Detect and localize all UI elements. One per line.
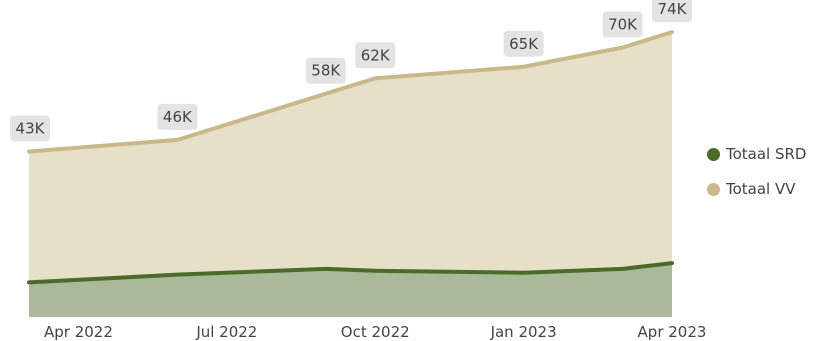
line-totaal-vv: [27, 30, 674, 154]
data-label: 70K: [608, 16, 638, 34]
data-label: 65K: [509, 35, 539, 53]
data-label-box: [503, 30, 544, 57]
x-tick-label: Apr 2023: [638, 323, 707, 341]
data-label-box: [652, 0, 692, 23]
line-totaal-srd: [27, 261, 674, 285]
data-label-box: [355, 42, 396, 69]
legend-label-totaal-srd: Totaal SRD: [726, 145, 807, 163]
x-tick-label: Jan 2023: [490, 323, 557, 341]
legend-item-totaal-srd[interactable]: Totaal SRD: [707, 145, 807, 163]
data-label-box: [602, 11, 643, 38]
x-tick-label: Apr 2022: [44, 323, 113, 341]
data-label: 62K: [361, 46, 391, 64]
data-label-box: [305, 57, 346, 84]
area-totaal-srd: [29, 263, 672, 317]
data-label-box: [10, 115, 50, 142]
x-tick-label: Jul 2022: [195, 323, 257, 341]
legend-marker-totaal-srd: [707, 147, 720, 161]
data-label: 74K: [658, 0, 688, 18]
data-label-box: [157, 103, 198, 130]
x-tick-label: Oct 2022: [341, 323, 410, 341]
legend-marker-totaal-vv: [707, 182, 720, 196]
legend-label-totaal-vv: Totaal VV: [726, 180, 796, 198]
data-label: 43K: [16, 119, 46, 137]
chart-legend: Totaal SRD Totaal VV: [707, 145, 807, 215]
area-totaal-vv: [29, 32, 672, 317]
legend-item-totaal-vv[interactable]: Totaal VV: [707, 180, 807, 198]
data-label: 58K: [311, 62, 341, 80]
data-label: 46K: [163, 108, 193, 126]
